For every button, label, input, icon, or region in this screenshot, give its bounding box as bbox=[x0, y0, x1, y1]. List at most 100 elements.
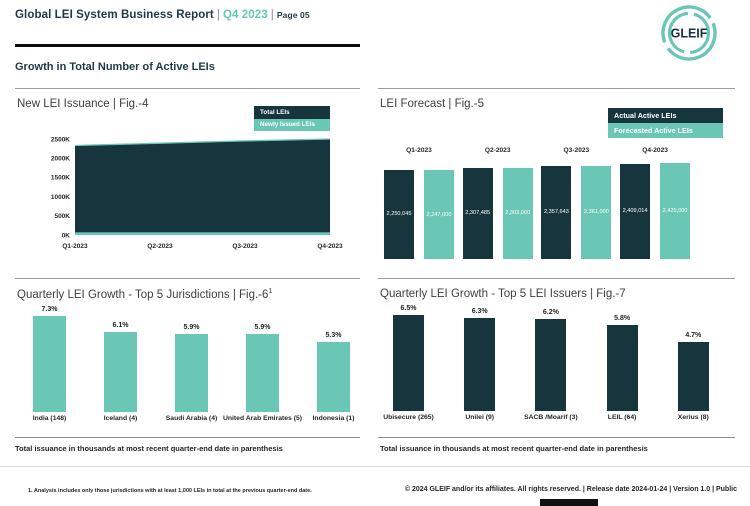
area-newly-issued-leis bbox=[75, 232, 330, 235]
category-label: Saudi Arabia (4) bbox=[165, 415, 218, 422]
percent-label: 4.7% bbox=[685, 331, 702, 339]
y-axis-tick-label: 500K bbox=[54, 213, 70, 220]
x-axis-tick-label: Q2-2023 bbox=[147, 243, 173, 250]
bar bbox=[175, 334, 208, 412]
bottom-black-bar bbox=[540, 499, 598, 506]
category-label: Ubisecure (265) bbox=[383, 414, 434, 421]
bar-value-label: 2,250,045 bbox=[386, 211, 412, 218]
bar: 2,357,643 bbox=[541, 165, 572, 259]
y-axis-tick-label: 2500K bbox=[51, 136, 70, 143]
bar-value-label: 2,247,000 bbox=[426, 211, 452, 218]
right-issuance-note: Total issuance in thousands at most rece… bbox=[380, 444, 648, 453]
fig6-title-superscript: 1 bbox=[268, 288, 273, 295]
gleif-logo-icon: GLEIF bbox=[661, 5, 717, 61]
legend-item-forecasted-active-leis: Forecasted Active LEIs bbox=[608, 123, 723, 138]
y-axis-tick-label: 2000K bbox=[51, 156, 70, 163]
category-label: Xerius (8) bbox=[677, 414, 709, 421]
area-total-leis bbox=[75, 139, 330, 235]
fig7-title: Quarterly LEI Growth - Top 5 LEI Issuers… bbox=[380, 288, 626, 300]
bar bbox=[535, 319, 567, 411]
panel-new-lei-issuance: New LEI Issuance | Fig.-4 Total LEIs New… bbox=[15, 88, 360, 270]
fig5-legend: Actual Active LEIs Forecasted Active LEI… bbox=[608, 108, 723, 138]
right-note-divider bbox=[378, 437, 735, 438]
bar bbox=[33, 316, 66, 412]
bar bbox=[606, 325, 638, 411]
bar-value-label: 2,302,000 bbox=[505, 210, 531, 217]
x-axis-tick-label: Q3-2023 bbox=[232, 243, 258, 250]
y-axis-tick-label: 1000K bbox=[51, 194, 70, 201]
bar: 2,425,000 bbox=[660, 163, 691, 259]
page-number: Page 05 bbox=[276, 10, 310, 20]
bar-chart-top5-jurisdictions: 7.3% 6.1% 5.9% 5.9% 5.3% bbox=[15, 306, 360, 412]
percent-label: 5.9% bbox=[254, 324, 271, 332]
left-issuance-note: Total issuance in thousands at most rece… bbox=[15, 444, 283, 453]
percent-label: 6.5% bbox=[400, 305, 417, 312]
header-rule bbox=[15, 44, 360, 47]
bar: 2,307,485 bbox=[462, 167, 493, 259]
percent-label: 5.9% bbox=[183, 324, 200, 332]
legend-item-total-leis: Total LEIs bbox=[254, 106, 330, 119]
copyright-line: © 2024 GLEIF and/or its affiliates. All … bbox=[404, 486, 737, 493]
bar-value-label: 2,307,485 bbox=[465, 210, 491, 217]
bar: 2,409,014 bbox=[620, 163, 651, 259]
y-axis-tick-label: 1500K bbox=[51, 175, 70, 182]
quarter-label: Q1-2023 bbox=[406, 147, 432, 154]
bar bbox=[317, 342, 350, 412]
bar-chart-lei-forecast: Q1-2023 2,250,045 2,247,000 Q2-2023 2,307,48… bbox=[378, 89, 735, 270]
x-axis-tick-label: Q1-2023 bbox=[62, 243, 88, 250]
area-top-edge bbox=[74, 138, 331, 147]
bar: 2,247,000 bbox=[424, 170, 454, 259]
category-label: Indonesia (1) bbox=[312, 415, 355, 422]
panel-top5-lei-issuers: Quarterly LEI Growth - Top 5 LEI Issuers… bbox=[378, 278, 735, 438]
fig5-title: LEI Forecast | Fig.-5 bbox=[380, 98, 484, 110]
area-chart-new-lei-issuance: 0K 500K 1000K 1500K 2000K 2500K Q1-2023 Q2-2023… bbox=[51, 136, 343, 250]
report-title: Global LEI System Business Report bbox=[15, 9, 214, 21]
report-header: Global LEI System Business Report | Q4 202… bbox=[15, 9, 310, 21]
header-separator: | bbox=[216, 9, 220, 21]
percent-label: 5.8% bbox=[614, 315, 631, 323]
bar bbox=[104, 331, 137, 412]
percent-label: 7.3% bbox=[41, 306, 58, 313]
y-axis-tick-label: 0K bbox=[62, 232, 71, 239]
left-note-divider bbox=[15, 437, 360, 438]
percent-label: 6.2% bbox=[542, 309, 559, 317]
bar bbox=[677, 341, 709, 411]
header-separator: | bbox=[270, 9, 274, 21]
x-axis-tick-label: Q4-2023 bbox=[317, 243, 343, 250]
fig4-legend: Total LEIs Newly Issued LEIs bbox=[254, 106, 330, 131]
quarter-label: Q4-2023 bbox=[642, 147, 668, 154]
bar-value-label: 2,357,643 bbox=[543, 209, 569, 216]
bar-value-label: 2,409,014 bbox=[622, 208, 648, 215]
bar: 2,361,000 bbox=[581, 165, 612, 259]
gleif-logo-text: GLEIF bbox=[671, 27, 708, 41]
category-label: SACB /Moarif (3) bbox=[524, 414, 578, 421]
panel-lei-forecast: LEI Forecast | Fig.-5 Actual Active LEIs… bbox=[378, 88, 735, 270]
bar-value-label: 2,425,000 bbox=[662, 208, 688, 214]
quarter-label: Q3-2023 bbox=[563, 147, 590, 154]
percent-label: 6.3% bbox=[471, 308, 488, 315]
section-heading: Growth in Total Number of Active LEIs bbox=[15, 61, 215, 73]
gleif-logo: GLEIF bbox=[658, 3, 720, 68]
category-label: Iceland (4) bbox=[103, 415, 138, 422]
bar-value-label: 2,361,000 bbox=[583, 209, 609, 216]
fig6-title: Quarterly LEI Growth - Top 5 Jurisdictio… bbox=[17, 288, 272, 301]
legend-item-newly-issued-leis: Newly Issued LEIs bbox=[254, 118, 330, 131]
bar: 2,302,000 bbox=[502, 167, 533, 259]
bar bbox=[393, 315, 424, 411]
category-label: United Arab Emirates (5) bbox=[222, 415, 303, 422]
legend-item-actual-active-leis: Actual Active LEIs bbox=[608, 108, 723, 123]
bar-chart-top5-lei-issuers: 6.5% 6.3% 6.2% 5.8% 4.7% bbox=[378, 305, 735, 411]
category-label: LEIL (64) bbox=[607, 414, 637, 421]
percent-label: 6.1% bbox=[112, 321, 129, 329]
footer-divider bbox=[0, 466, 750, 467]
category-label: India (148) bbox=[32, 415, 67, 422]
bar bbox=[246, 334, 279, 412]
quarter-label: Q2-2023 bbox=[484, 147, 511, 154]
analysis-footnote: 1. Analysis includes only those jurisdic… bbox=[28, 488, 312, 494]
percent-label: 5.3% bbox=[325, 332, 342, 340]
report-period: Q4 2023 bbox=[222, 9, 268, 21]
fig6-title-text: Quarterly LEI Growth - Top 5 Jurisdictio… bbox=[17, 288, 269, 301]
category-label: Unilei (9) bbox=[465, 414, 495, 421]
bar: 2,250,045 bbox=[384, 169, 414, 259]
